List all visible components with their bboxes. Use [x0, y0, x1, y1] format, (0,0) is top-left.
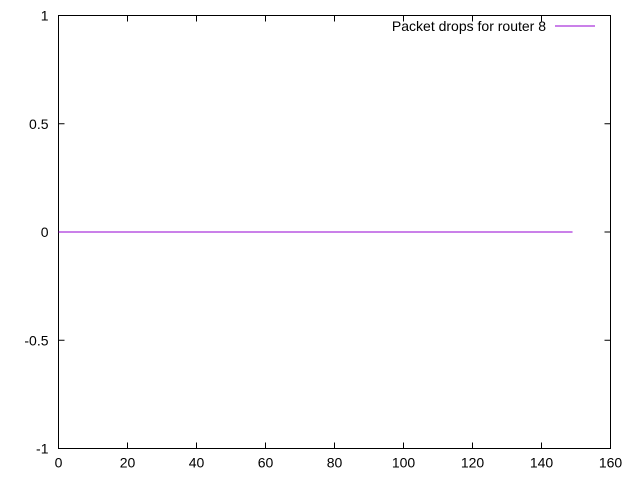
x-tick-label: 140: [530, 455, 554, 471]
legend: Packet drops for router 8: [392, 18, 595, 34]
x-tick-label: 60: [258, 455, 274, 471]
x-tick-label: 40: [189, 455, 205, 471]
y-tick-label: -0.5: [24, 332, 48, 348]
y-tick-label: 0.5: [29, 116, 49, 132]
axis-tick-labels: 0 20 40 60 80 100 120 140 160 -1 -0.5 0 0.5 1: [24, 8, 622, 471]
y-tick-label: 1: [41, 8, 49, 24]
x-tick-label: 80: [327, 455, 343, 471]
x-tick-label: 0: [55, 455, 63, 471]
legend-label: Packet drops for router 8: [392, 18, 546, 34]
x-tick-label: 100: [392, 455, 416, 471]
x-tick-label: 20: [120, 455, 136, 471]
axis-ticks: [58, 15, 611, 449]
y-tick-label: 0: [41, 224, 49, 240]
x-tick-label: 120: [461, 455, 485, 471]
x-tick-label: 160: [599, 455, 623, 471]
y-tick-label: -1: [36, 441, 49, 457]
